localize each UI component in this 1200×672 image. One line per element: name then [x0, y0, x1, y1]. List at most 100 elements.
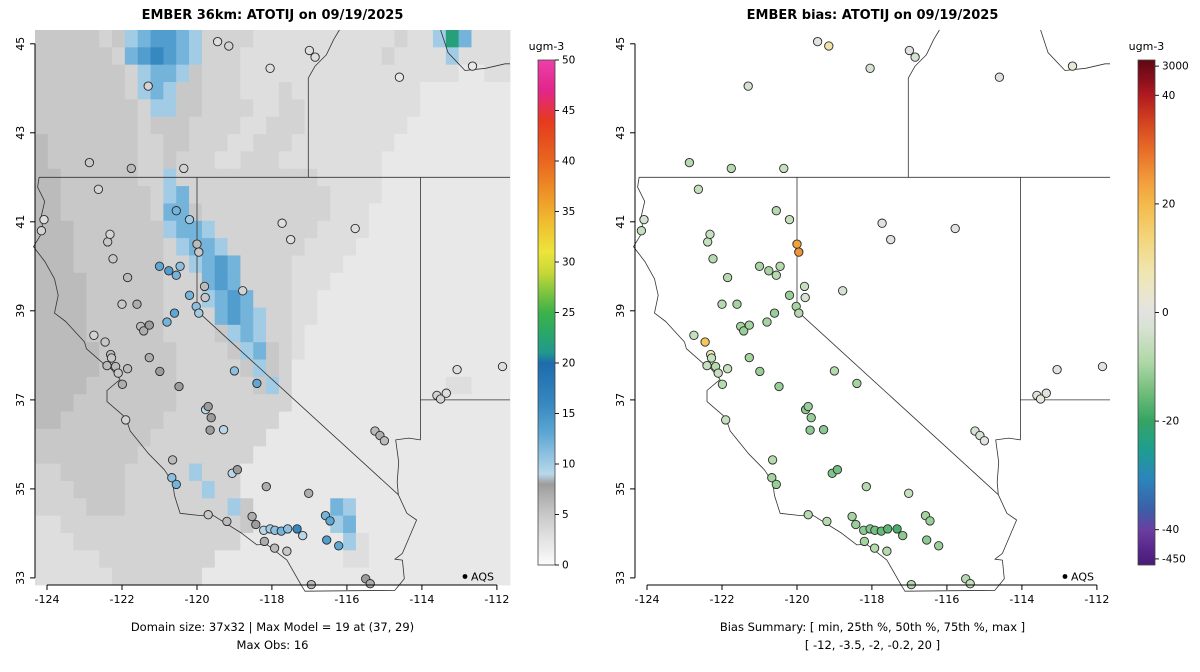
x-tick-label: -118: [859, 593, 884, 606]
site-marker: [194, 308, 204, 318]
site-marker: [803, 510, 813, 520]
model-raster: [35, 30, 511, 586]
state-border-nevada: [797, 176, 1021, 495]
site-marker: [200, 292, 210, 303]
colorbar-tick-label: 30: [562, 257, 575, 269]
site-marker: [261, 481, 271, 492]
x-tick-label: -116: [334, 593, 359, 606]
site-marker: [105, 229, 115, 239]
site-marker: [717, 299, 727, 309]
site-marker: [822, 516, 832, 527]
site-marker: [721, 415, 731, 425]
site-marker: [155, 366, 165, 377]
y-tick-label: 41: [614, 215, 627, 229]
state-outlines: [633, 29, 1110, 592]
site-marker: [898, 530, 908, 541]
site-marker: [764, 266, 774, 276]
state-border-oregon_idaho_border: [907, 29, 940, 178]
site-marker: [703, 237, 713, 247]
site-marker: [792, 239, 802, 249]
site-marker: [1097, 361, 1108, 372]
site-marker: [1035, 394, 1046, 404]
y-tick-label: 43: [614, 126, 627, 140]
site-marker: [224, 41, 234, 51]
site-marker: [350, 223, 360, 234]
aqs-legend-dot-icon: [462, 574, 468, 579]
site-marker: [89, 330, 99, 340]
site-marker: [767, 473, 777, 483]
site-marker: [167, 473, 177, 483]
site-marker: [722, 364, 733, 374]
site-marker: [824, 41, 834, 51]
site-marker: [203, 510, 213, 520]
colorbar-tick-label: 10: [562, 459, 575, 471]
site-marker: [174, 381, 184, 392]
site-marker: [732, 299, 742, 309]
site-marker: [861, 481, 871, 492]
site-marker: [283, 524, 293, 534]
site-marker: [269, 543, 280, 553]
site-marker: [771, 479, 781, 490]
site-marker: [154, 261, 165, 271]
site-marker: [769, 308, 780, 318]
site-marker: [282, 546, 292, 556]
site-marker: [784, 214, 795, 225]
colorbar-title: ugm-3: [529, 40, 565, 53]
x-tick-label: -120: [785, 593, 810, 606]
site-marker: [779, 163, 789, 174]
y-tick-label: 39: [14, 304, 27, 318]
colorbar-gradient: [537, 59, 556, 566]
site-marker: [722, 272, 733, 283]
site-marker: [705, 229, 715, 239]
site-marker: [882, 546, 892, 556]
colorbar-tick-label: 0: [562, 560, 569, 572]
site-marker: [852, 378, 862, 389]
colorbar: 0 5 10 15 20 25 30 35 40 45 50 ugm-3: [529, 40, 576, 572]
site-marker: [934, 541, 944, 551]
site-marker: [292, 524, 302, 534]
site-marker: [743, 81, 753, 91]
y-tick-label: 39: [614, 304, 627, 318]
y-tick-label: 45: [14, 37, 27, 51]
site-marker: [755, 366, 765, 377]
site-marker: [310, 52, 320, 62]
colorbar-tick-label: 35: [562, 206, 575, 218]
site-marker: [467, 61, 478, 71]
site-marker: [212, 36, 223, 47]
site-marker: [771, 206, 781, 216]
left-map-svg: -124 -122 -120 -118 -116 -114 -112 33 35 37 39 41 43…: [14, 29, 576, 606]
site-marker: [892, 524, 902, 534]
site-marker: [812, 36, 823, 47]
site-marker: [702, 360, 712, 371]
site-marker: [143, 81, 153, 91]
y-tick-label: 35: [614, 482, 627, 496]
site-marker: [818, 425, 829, 435]
site-marker: [171, 270, 181, 280]
x-tick-label: -118: [259, 593, 284, 606]
y-tick-label: 35: [14, 482, 27, 496]
site-marker: [167, 455, 178, 465]
site-markers: [36, 36, 508, 590]
x-tick-label: -122: [710, 593, 735, 606]
site-marker: [122, 272, 133, 283]
site-marker: [106, 353, 117, 363]
site-marker: [259, 536, 270, 547]
colorbar: 3000 40 20 0 -20 -40 -450 ugm-3: [1129, 40, 1189, 565]
y-tick-label: 45: [614, 37, 627, 51]
colorbar-tick-label: 20: [1162, 198, 1175, 210]
colorbar-tick-label: 50: [562, 55, 575, 67]
colorbar-tick-label: 45: [562, 105, 575, 117]
colorbar-title: ugm-3: [1129, 40, 1165, 53]
x-tick-label: -114: [1009, 593, 1034, 606]
site-marker: [171, 206, 181, 216]
site-marker: [1052, 364, 1062, 375]
aqs-legend-dot-icon: [1062, 574, 1068, 579]
site-marker: [205, 425, 215, 435]
site-marker: [122, 364, 133, 374]
site-marker: [322, 535, 332, 545]
y-tick-label: 37: [14, 393, 27, 407]
left-map-title: EMBER 36km: ATOTIJ on 09/19/2025: [141, 8, 404, 23]
site-marker: [36, 226, 47, 236]
site-marker: [179, 163, 189, 174]
site-marker: [774, 381, 784, 392]
